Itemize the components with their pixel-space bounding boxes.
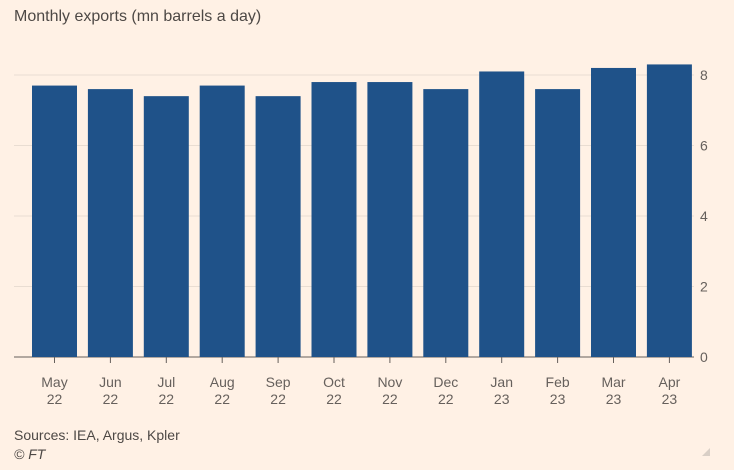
sources-note: Sources: IEA, Argus, Kpler (14, 427, 180, 443)
x-tick-label: 22 (270, 391, 286, 407)
x-tick-label: 23 (550, 391, 566, 407)
x-tick-label: May (41, 374, 67, 390)
copyright: © FT (14, 446, 46, 462)
chart-title: Monthly exports (mn barrels a day) (14, 8, 262, 25)
x-tick-label: 22 (159, 391, 175, 407)
bar (367, 82, 413, 358)
x-tick-label: 22 (326, 391, 342, 407)
x-tick-label: Jun (99, 374, 122, 390)
x-tick-label: Jul (157, 374, 175, 390)
bar (32, 85, 77, 357)
y-tick-label: 0 (700, 349, 708, 365)
x-tick-label: Mar (601, 374, 625, 390)
x-tick-label: Dec (433, 374, 458, 390)
bar (535, 89, 581, 357)
bar (479, 71, 525, 357)
bar (255, 96, 301, 358)
y-tick-label: 4 (700, 208, 708, 224)
bar (199, 85, 245, 357)
y-tick-label: 6 (700, 138, 708, 154)
x-tick-label: Nov (377, 374, 402, 390)
x-tick-label: Jan (490, 374, 513, 390)
resize-handle-icon (702, 448, 710, 456)
bar (143, 96, 189, 358)
x-tick-label: 22 (103, 391, 119, 407)
x-tick-label: 23 (606, 391, 622, 407)
x-tick-label: 22 (438, 391, 454, 407)
x-tick-label: 22 (382, 391, 398, 407)
x-tick-label: Sep (266, 374, 291, 390)
x-tick-label: Oct (323, 374, 345, 390)
x-tick-label: 23 (494, 391, 510, 407)
x-tick-label: Feb (546, 374, 570, 390)
x-tick-label: Apr (659, 374, 681, 390)
y-tick-label: 8 (700, 67, 708, 83)
x-tick-label: 22 (47, 391, 63, 407)
bar (646, 64, 692, 358)
bar (87, 89, 133, 357)
y-tick-label: 2 (700, 279, 708, 295)
bar (591, 67, 636, 357)
bar (311, 82, 357, 358)
bar (423, 89, 469, 357)
x-tick-label: 23 (662, 391, 678, 407)
x-tick-label: Aug (210, 374, 235, 390)
x-tick-label: 22 (214, 391, 230, 407)
